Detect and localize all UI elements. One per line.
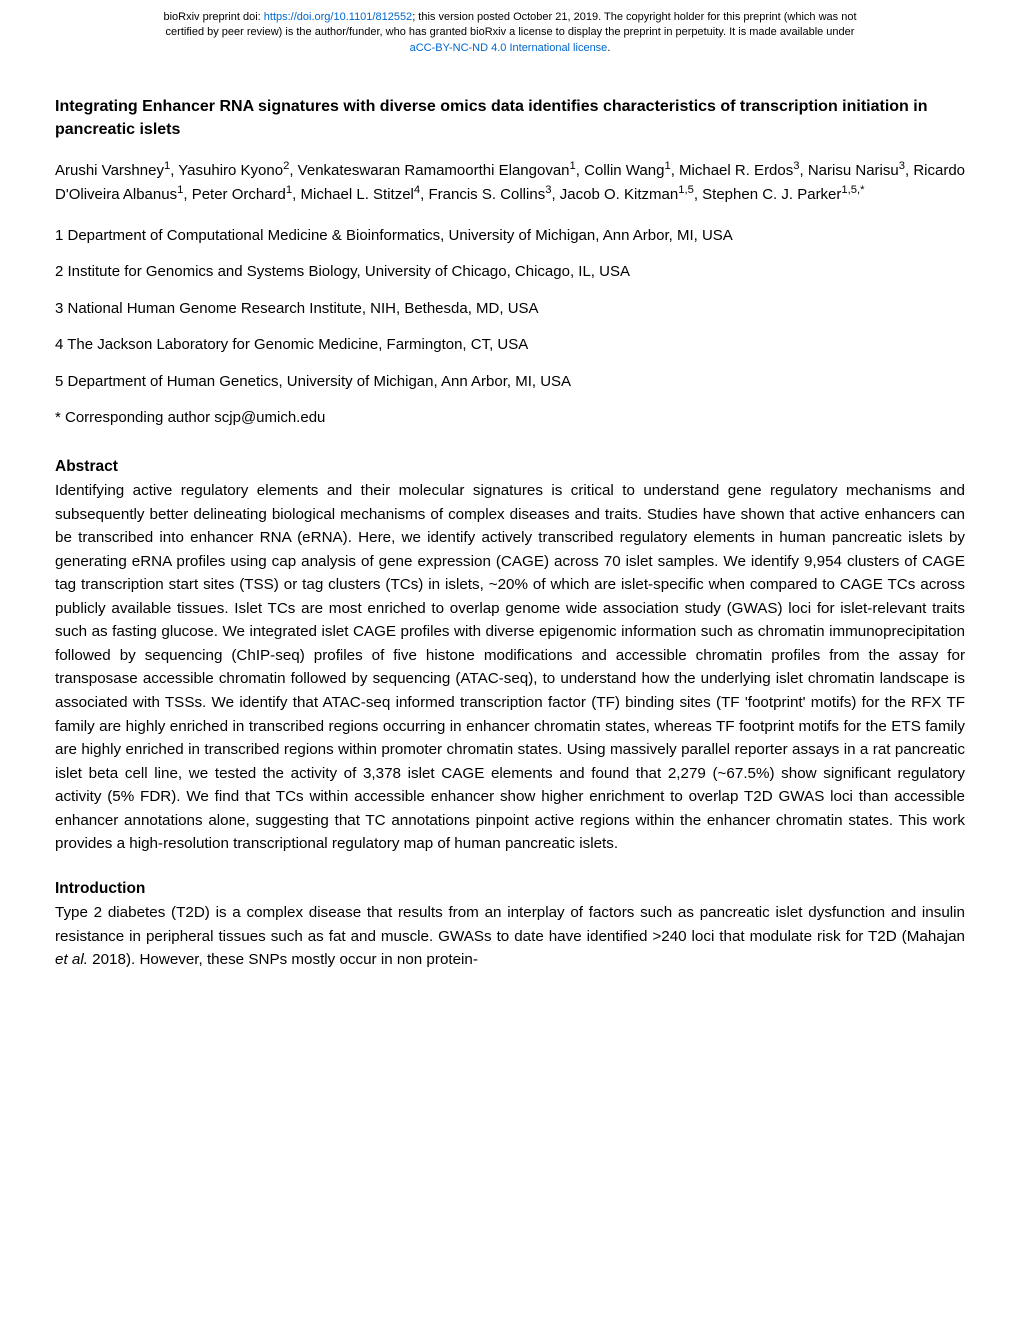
abstract-heading: Abstract <box>55 458 965 476</box>
corresponding-author: * Corresponding author scjp@umich.edu <box>55 407 965 430</box>
page-content: Integrating Enhancer RNA signatures with… <box>0 66 1020 1001</box>
author-list: Arushi Varshney1, Yasuhiro Kyono2, Venka… <box>55 159 965 207</box>
paper-title: Integrating Enhancer RNA signatures with… <box>55 96 965 141</box>
affiliation-3: 3 National Human Genome Research Institu… <box>55 298 965 321</box>
doi-link[interactable]: https://doi.org/10.1101/812552 <box>264 11 412 23</box>
header-line2: certified by peer review) is the author/… <box>166 26 855 38</box>
introduction-heading: Introduction <box>55 880 965 898</box>
affiliation-1: 1 Department of Computational Medicine &… <box>55 225 965 248</box>
affiliation-5: 5 Department of Human Genetics, Universi… <box>55 371 965 394</box>
introduction-body: Type 2 diabetes (T2D) is a complex disea… <box>55 901 965 972</box>
header-line3-suffix: . <box>607 42 610 54</box>
abstract-body: Identifying active regulatory elements a… <box>55 479 965 856</box>
affiliation-2: 2 Institute for Genomics and Systems Bio… <box>55 261 965 284</box>
preprint-header: bioRxiv preprint doi: https://doi.org/10… <box>0 0 1020 66</box>
header-line1-suffix: ; this version posted October 21, 2019. … <box>412 11 856 23</box>
affiliation-4: 4 The Jackson Laboratory for Genomic Med… <box>55 334 965 357</box>
header-line1-prefix: bioRxiv preprint doi: <box>163 11 263 23</box>
license-link[interactable]: aCC-BY-NC-ND 4.0 International license <box>410 42 608 54</box>
